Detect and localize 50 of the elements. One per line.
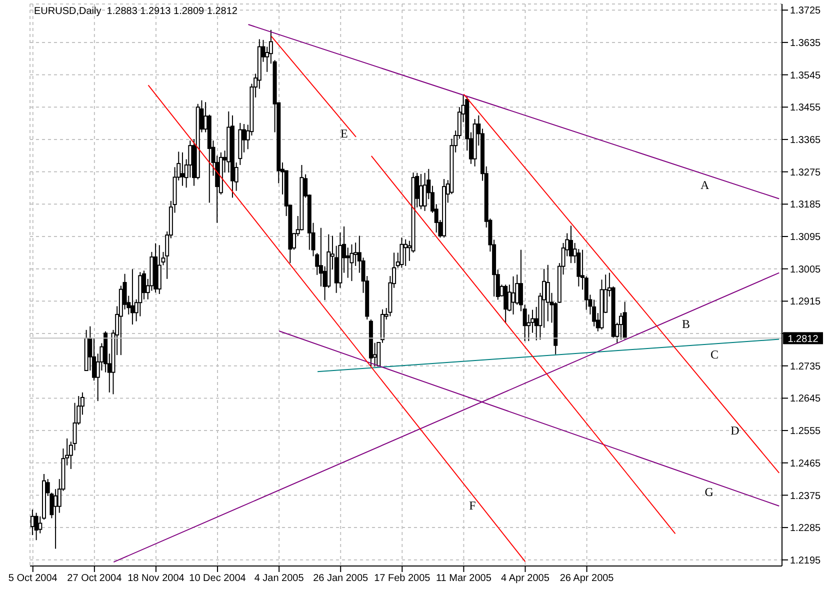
- candlestick: [350, 244, 354, 282]
- y-tick-label: 1.3185: [790, 200, 822, 211]
- candlestick: [568, 225, 573, 264]
- candlestick: [404, 238, 408, 266]
- y-tick-label: 1.2645: [790, 394, 822, 405]
- chart-title: EURUSD,Daily 1.2883 1.2913 1.2809 1.2812: [34, 6, 238, 17]
- series-label: F: [469, 498, 476, 512]
- x-tick-label: 27 Oct 2004: [67, 573, 122, 584]
- candlestick: [130, 268, 134, 326]
- y-tick-label: 1.3545: [790, 70, 822, 82]
- candlestick: [54, 488, 58, 550]
- y-tick-label: 1.3725: [790, 6, 822, 17]
- x-tick-label: 4 Jan 2005: [254, 573, 304, 584]
- y-tick-label: 1.2735: [790, 361, 822, 372]
- candlestick: [30, 509, 34, 536]
- x-tick-label: 18 Nov 2004: [128, 573, 185, 584]
- candlestick: [618, 312, 623, 340]
- candlestick: [157, 244, 162, 294]
- candlestick: [422, 172, 427, 212]
- y-tick-label: 1.3635: [790, 38, 822, 49]
- series-label: B: [682, 316, 690, 331]
- candlestick: [504, 284, 508, 324]
- y-tick-label: 1.3095: [790, 232, 822, 244]
- y-tick-label: 1.2465: [790, 458, 822, 470]
- y-tick-label: 1.3455: [790, 102, 822, 114]
- ref-line-label: 1.2812: [788, 334, 819, 346]
- x-tick-label: 17 Feb 2005: [374, 573, 431, 584]
- x-tick-label: 10 Dec 2004: [189, 573, 246, 584]
- y-tick-label: 1.3275: [790, 167, 822, 178]
- series-label: C: [710, 347, 718, 362]
- y-tick-label: 1.2915: [790, 296, 822, 308]
- series-label: A: [700, 178, 710, 192]
- y-tick-label: 1.2375: [790, 490, 822, 502]
- x-tick-label: 26 Apr 2005: [560, 573, 614, 584]
- candlestick: [180, 152, 184, 186]
- y-tick-label: 1.3005: [790, 264, 822, 276]
- y-tick-label: 1.3365: [790, 135, 822, 146]
- x-tick-label: 4 Apr 2005: [501, 573, 550, 584]
- x-tick-label: 11 Mar 2005: [436, 573, 492, 584]
- candlestick: [400, 237, 404, 268]
- y-tick-label: 1.2555: [790, 426, 822, 438]
- series-label: G: [704, 485, 714, 500]
- x-tick-label: 5 Oct 2004: [8, 573, 58, 584]
- y-tick-label: 1.2195: [790, 555, 822, 566]
- candlestick: [418, 173, 423, 210]
- series-label: E: [340, 126, 348, 140]
- x-tick-label: 26 Jan 2005: [313, 573, 369, 584]
- series-label: D: [730, 423, 740, 438]
- y-tick-label: 1.2285: [790, 523, 822, 534]
- candlestick: [34, 512, 38, 541]
